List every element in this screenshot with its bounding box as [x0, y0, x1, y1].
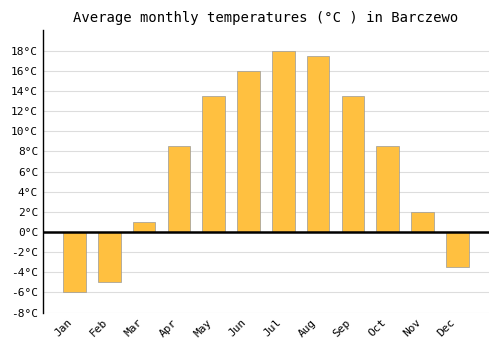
Title: Average monthly temperatures (°C ) in Barczewo: Average monthly temperatures (°C ) in Ba…	[74, 11, 458, 25]
Bar	[63, 232, 86, 293]
Bar	[342, 96, 364, 232]
Bar	[446, 232, 468, 267]
Bar	[237, 71, 260, 232]
Bar	[411, 212, 434, 232]
Bar	[133, 222, 156, 232]
Bar	[202, 96, 225, 232]
Bar	[272, 51, 294, 232]
Bar	[376, 146, 399, 232]
Bar	[168, 146, 190, 232]
Bar	[307, 56, 330, 232]
Bar	[98, 232, 120, 282]
